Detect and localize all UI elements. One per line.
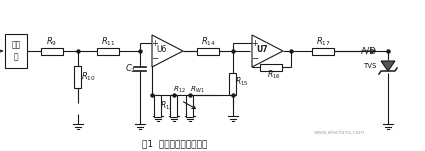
Text: $R_{13}$: $R_{13}$ <box>160 99 174 112</box>
Text: −: − <box>252 55 258 64</box>
Bar <box>197 48 219 55</box>
Text: U6: U6 <box>157 45 167 55</box>
Bar <box>261 64 283 71</box>
Bar <box>155 95 162 117</box>
Bar <box>41 48 63 55</box>
Text: −: − <box>151 55 159 64</box>
Polygon shape <box>252 35 283 67</box>
Bar <box>312 48 334 55</box>
Text: $R_{10}$: $R_{10}$ <box>81 71 96 83</box>
Text: $R_{14}$: $R_{14}$ <box>201 36 215 48</box>
Bar <box>5 34 27 68</box>
Text: 图1  极化体信号处理电路: 图1 极化体信号处理电路 <box>142 140 208 148</box>
Bar <box>230 72 236 95</box>
Text: TVS: TVS <box>363 63 376 69</box>
Bar <box>74 66 82 88</box>
Bar <box>187 95 193 117</box>
Polygon shape <box>381 61 395 71</box>
Text: 体: 体 <box>14 53 18 61</box>
Text: $R_{15}$: $R_{15}$ <box>235 75 249 88</box>
Bar <box>97 48 119 55</box>
Text: $C_2$: $C_2$ <box>125 63 136 75</box>
Text: U7: U7 <box>256 45 268 55</box>
Text: $R_{17}$: $R_{17}$ <box>316 36 330 48</box>
Polygon shape <box>152 35 183 67</box>
Text: A/D: A/D <box>361 47 377 56</box>
Text: $R_{11}$: $R_{11}$ <box>101 36 115 48</box>
Text: +: + <box>252 39 258 48</box>
Text: 极化: 极化 <box>11 40 21 50</box>
Text: $R_{12}$: $R_{12}$ <box>173 85 185 95</box>
Text: $R_{16}$: $R_{16}$ <box>266 69 281 81</box>
Bar <box>170 95 178 117</box>
Text: $R_9$: $R_9$ <box>46 36 57 48</box>
Text: www.elecfans.com: www.elecfans.com <box>314 130 366 135</box>
Text: $R_{W1}$: $R_{W1}$ <box>190 85 204 95</box>
Text: +: + <box>152 39 159 48</box>
